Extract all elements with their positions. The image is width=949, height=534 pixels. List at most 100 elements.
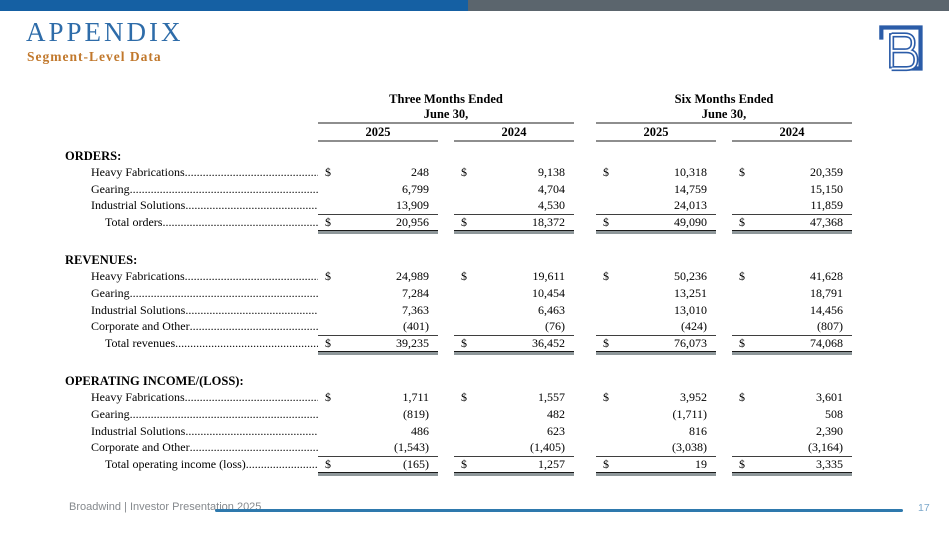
column-spacer: [716, 164, 732, 181]
amount-value: 19: [695, 456, 707, 471]
amount-cell: $ (165): [318, 456, 438, 474]
amount-cell: 508: [732, 406, 852, 423]
amount-value: 3,952: [680, 390, 707, 405]
column-spacer: [716, 302, 732, 319]
column-spacer: [716, 389, 732, 406]
amount-value: 10,454: [532, 285, 565, 300]
amount-value: 39,235: [396, 335, 429, 350]
amount-cell: (807): [732, 318, 852, 336]
amount-cell: 623: [454, 423, 574, 440]
dot-leader: [130, 181, 318, 198]
amount-value: 41,628: [810, 269, 843, 284]
row-label: Industrial Solutions: [65, 423, 318, 440]
row-label: Total orders: [65, 214, 318, 232]
amount-value: 3,335: [816, 456, 843, 471]
amount-value: (76): [545, 319, 565, 334]
amount-value: 74,068: [810, 335, 843, 350]
amount-value: 9,138: [538, 165, 565, 179]
amount-cell: $74,068: [732, 335, 852, 353]
amount-value: 623: [547, 423, 565, 438]
amount-value: 248: [411, 165, 429, 179]
amount-value: 36,452: [532, 335, 565, 350]
top-accent-bar-gray: [468, 0, 949, 11]
currency-symbol: $: [739, 214, 745, 229]
dot-leader: [190, 439, 318, 457]
amount-cell: (1,543): [318, 439, 438, 457]
amount-cell: (1,711): [596, 406, 716, 423]
column-spacer: [438, 439, 454, 457]
table-date-header-row: June 30, June 30,: [65, 107, 865, 124]
column-spacer: [438, 302, 454, 319]
year-header: 2025: [596, 124, 716, 142]
amount-cell: (819): [318, 406, 438, 423]
currency-symbol: $: [739, 165, 745, 179]
column-spacer: [574, 164, 596, 181]
amount-cell: $36,452: [454, 335, 574, 353]
currency-symbol: $: [325, 390, 331, 405]
amount-value: 1,711: [402, 390, 429, 405]
amount-value: 24,013: [674, 198, 707, 213]
amount-cell: 4,704: [454, 181, 574, 198]
year-header: 2025: [318, 124, 438, 142]
row-label: Gearing: [65, 406, 318, 423]
amount-value: 1,557: [538, 390, 565, 405]
section-heading: ORDERS:: [65, 149, 122, 163]
column-spacer: [438, 214, 454, 232]
amount-cell: 482: [454, 406, 574, 423]
column-spacer: [716, 318, 732, 336]
amount-value: 508: [825, 406, 843, 421]
column-spacer: [716, 181, 732, 198]
amount-value: 50,236: [674, 269, 707, 284]
row-label: Heavy Fabrications: [65, 389, 318, 406]
currency-symbol: $: [739, 335, 745, 350]
amount-value: 6,799: [402, 181, 429, 196]
amount-value: (819): [403, 406, 429, 421]
column-spacer: [574, 423, 596, 440]
currency-symbol: $: [603, 390, 609, 405]
column-spacer: [574, 335, 596, 353]
page-subtitle: Segment-Level Data: [27, 49, 162, 64]
amount-cell: $3,335: [732, 456, 852, 474]
column-spacer: [438, 268, 454, 285]
amount-cell: 2,390: [732, 423, 852, 440]
amount-cell: (401): [318, 318, 438, 336]
table-row: Gearing (819) 482 (1,711) 508: [65, 406, 865, 423]
currency-symbol: $: [603, 456, 609, 471]
amount-value: 19,611: [532, 269, 565, 284]
dot-leader: [130, 406, 318, 423]
amount-value: 3,601: [816, 390, 843, 405]
amount-cell: $41,628: [732, 268, 852, 285]
dot-leader: [185, 389, 318, 406]
amount-value: 14,759: [674, 181, 707, 196]
column-spacer: [438, 285, 454, 302]
amount-value: (3,038): [672, 440, 707, 455]
date-subheader: June 30,: [596, 107, 852, 124]
table-row: Corporate and Other (401) (76) (424) (807): [65, 318, 865, 336]
table-row: Heavy Fabrications$24,989$19,611$50,236$…: [65, 268, 865, 285]
dot-leader: [185, 423, 318, 440]
table-year-header-row: 2025 2024 2025 2024: [65, 124, 865, 142]
amount-cell: $1,711: [318, 389, 438, 406]
dot-leader: [185, 197, 318, 215]
amount-value: 6,463: [538, 302, 565, 317]
column-spacer: [574, 389, 596, 406]
amount-cell: 7,284: [318, 285, 438, 302]
column-spacer: [574, 302, 596, 319]
amount-value: 10,318: [674, 165, 707, 179]
column-spacer: [716, 439, 732, 457]
column-spacer: [716, 268, 732, 285]
amount-cell: (424): [596, 318, 716, 336]
column-spacer: [574, 285, 596, 302]
amount-value: 13,010: [674, 302, 707, 317]
dot-leader: [162, 214, 318, 232]
row-label: Total revenues: [65, 335, 318, 353]
column-spacer: [438, 423, 454, 440]
amount-cell: 6,463: [454, 302, 574, 319]
column-spacer: [574, 406, 596, 423]
amount-value: (1,405): [530, 440, 565, 455]
amount-cell: $10,318: [596, 164, 716, 181]
table-row: Total revenues$39,235$36,452$76,073$74,0…: [65, 335, 865, 353]
currency-symbol: $: [739, 269, 745, 284]
amount-cell: $20,359: [732, 164, 852, 181]
column-spacer: [438, 406, 454, 423]
